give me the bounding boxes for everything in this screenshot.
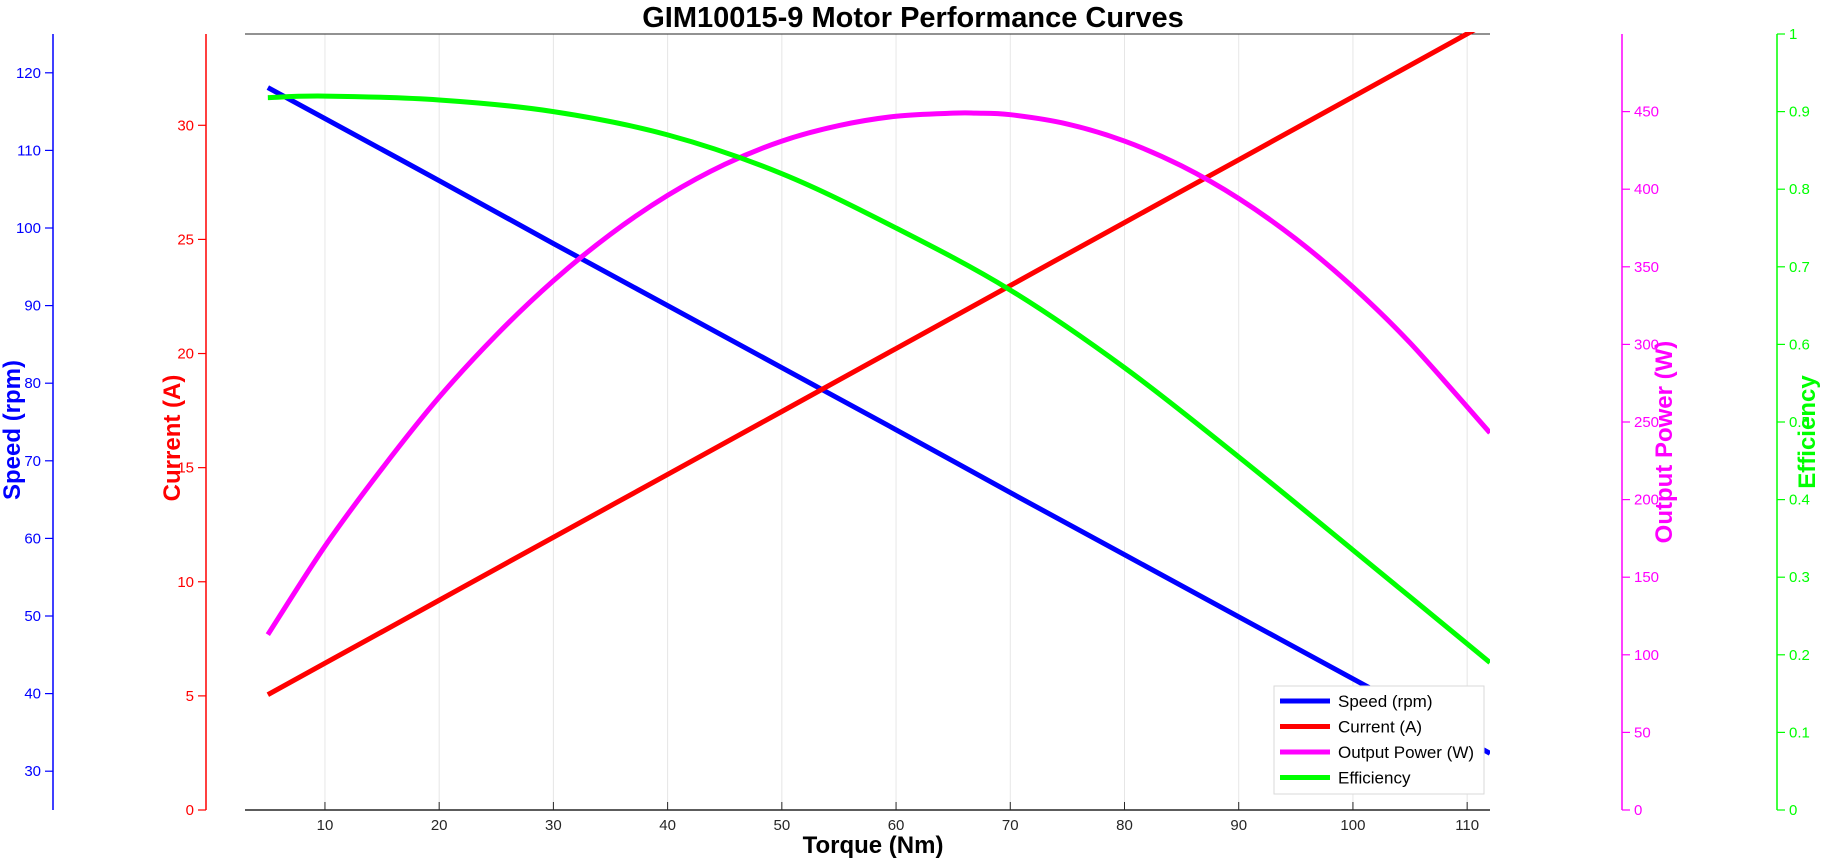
power-tick-label: 50 xyxy=(1634,724,1651,741)
efficiency-tick-label: 0.9 xyxy=(1789,104,1810,121)
legend-label-efficiency: Efficiency xyxy=(1338,769,1411,788)
current-tick-label: 15 xyxy=(177,460,194,477)
x-tick-label: 40 xyxy=(659,817,676,834)
x-tick-label: 70 xyxy=(1002,817,1019,834)
legend-label-current-a: Current (A) xyxy=(1338,718,1422,737)
power-axis-title: Output Power (W) xyxy=(1651,341,1678,544)
current-tick-label: 30 xyxy=(177,117,194,134)
legend: Speed (rpm) Current (A) Output Power (W) Ef… xyxy=(1273,685,1485,795)
current-tick-label: 0 xyxy=(186,802,194,819)
speed-rpm-line xyxy=(266,85,1490,756)
x-tick-label: 100 xyxy=(1340,817,1365,834)
speed-tick-label: 80 xyxy=(24,375,41,392)
efficiency-tick-label: 0.5 xyxy=(1789,414,1810,431)
efficiency-tick-label: 0.7 xyxy=(1789,259,1810,276)
chart-title: GIM10015-9 Motor Performance Curves xyxy=(642,2,1184,34)
power-tick-label: 100 xyxy=(1634,647,1659,664)
current-tick-label: 20 xyxy=(177,346,194,363)
speed-tick-label: 120 xyxy=(16,65,41,82)
current-axis: 0 5 10 15 20 25 30 Current (A) xyxy=(159,34,207,819)
x-tick-label: 80 xyxy=(1116,817,1133,834)
speed-tick-label: 110 xyxy=(17,142,41,159)
speed-tick-label: 70 xyxy=(24,453,41,470)
current-axis-title: Current (A) xyxy=(159,375,186,502)
speed-tick-label: 30 xyxy=(24,763,41,780)
speed-axis: 30 40 50 60 70 80 90 100 110 120 Speed (rpm) xyxy=(0,34,54,810)
power-tick-label: 0 xyxy=(1634,802,1642,819)
x-tick-label: 20 xyxy=(431,817,448,834)
plot-frame xyxy=(245,33,1490,811)
efficiency-tick-label: 0.8 xyxy=(1789,181,1810,198)
current-tick-label: 10 xyxy=(177,574,194,591)
power-tick-label: 350 xyxy=(1634,259,1659,276)
series-lines xyxy=(265,32,1490,756)
x-tick-label: 10 xyxy=(317,817,334,834)
speed-axis-title: Speed (rpm) xyxy=(0,360,26,500)
legend-label-output-power-w: Output Power (W) xyxy=(1338,743,1474,762)
power-tick-label: 200 xyxy=(1634,492,1659,509)
speed-tick-label: 100 xyxy=(16,220,41,237)
power-tick-label: 450 xyxy=(1634,104,1659,121)
efficiency-tick-label: 1 xyxy=(1789,26,1797,43)
efficiency-tick-label: 0 xyxy=(1789,802,1797,819)
power-tick-label: 400 xyxy=(1634,181,1659,198)
x-tick-label: 50 xyxy=(773,817,790,834)
power-axis: 0 50 100 150 200 250 300 350 400 450 Output Power … xyxy=(1621,34,1678,819)
speed-tick-label: 60 xyxy=(24,530,41,547)
efficiency-line xyxy=(267,93,1490,665)
output-power-w-line xyxy=(265,110,1490,636)
efficiency-tick-label: 0.4 xyxy=(1789,492,1810,509)
efficiency-axis: 0 0.1 0.2 0.3 0.4 0.5 0.6 0.7 0.8 0.9 1 Efficiency xyxy=(1776,26,1821,819)
efficiency-tick-label: 0.1 xyxy=(1789,724,1810,741)
speed-tick-label: 90 xyxy=(24,298,41,315)
power-tick-label: 150 xyxy=(1634,569,1659,586)
power-tick-label: 250 xyxy=(1634,414,1659,431)
x-tick-label: 30 xyxy=(545,817,562,834)
x-axis-title: Torque (Nm) xyxy=(803,832,944,859)
current-a-line xyxy=(266,32,1476,697)
efficiency-tick-label: 0.2 xyxy=(1789,647,1810,664)
speed-tick-label: 50 xyxy=(24,608,41,625)
speed-tick-label: 40 xyxy=(24,686,41,703)
x-tick-label: 110 xyxy=(1455,817,1479,834)
current-tick-label: 5 xyxy=(186,688,194,705)
power-tick-label: 300 xyxy=(1634,336,1659,353)
axes: 10 20 30 40 50 60 70 80 90 100 1103040506070809010… xyxy=(0,26,1821,834)
legend-label-speed-rpm: Speed (rpm) xyxy=(1338,692,1432,711)
efficiency-tick-label: 0.6 xyxy=(1789,336,1810,353)
x-tick-label: 90 xyxy=(1230,817,1247,834)
current-tick-label: 25 xyxy=(177,231,194,248)
x-tick-label: 60 xyxy=(888,817,905,834)
efficiency-tick-label: 0.3 xyxy=(1789,569,1810,586)
efficiency-axis-title: Efficiency xyxy=(1794,375,1821,489)
